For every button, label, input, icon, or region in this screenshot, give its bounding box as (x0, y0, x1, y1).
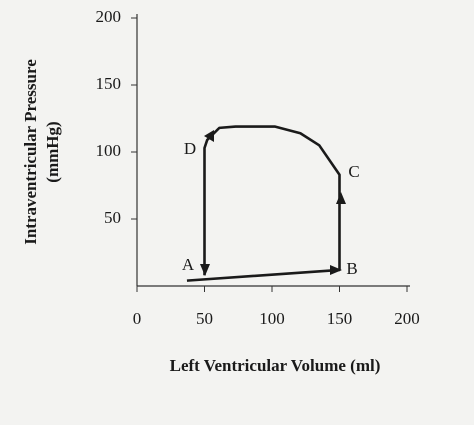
x-tick-label: 0 (133, 309, 142, 328)
y-tick-label: 150 (96, 74, 122, 93)
y-axis-label: (mmHg) (43, 121, 62, 182)
arrowhead (204, 130, 214, 142)
x-tick-label: 100 (259, 309, 285, 328)
point-label: C (348, 162, 359, 181)
y-axis-label: Intraventricular Pressure (21, 59, 40, 245)
x-tick-label: 150 (327, 309, 353, 328)
point-label: A (182, 255, 195, 274)
y-tick-label: 200 (96, 7, 122, 26)
x-tick-label: 50 (196, 309, 213, 328)
pv-loop (186, 125, 341, 282)
point-label: B (346, 259, 357, 278)
y-tick-label: 100 (96, 141, 122, 160)
x-axis-label: Left Ventricular Volume (ml) (170, 356, 381, 375)
y-tick-label: 50 (104, 208, 121, 227)
point-label: D (184, 139, 196, 158)
x-tick-label: 200 (394, 309, 420, 328)
